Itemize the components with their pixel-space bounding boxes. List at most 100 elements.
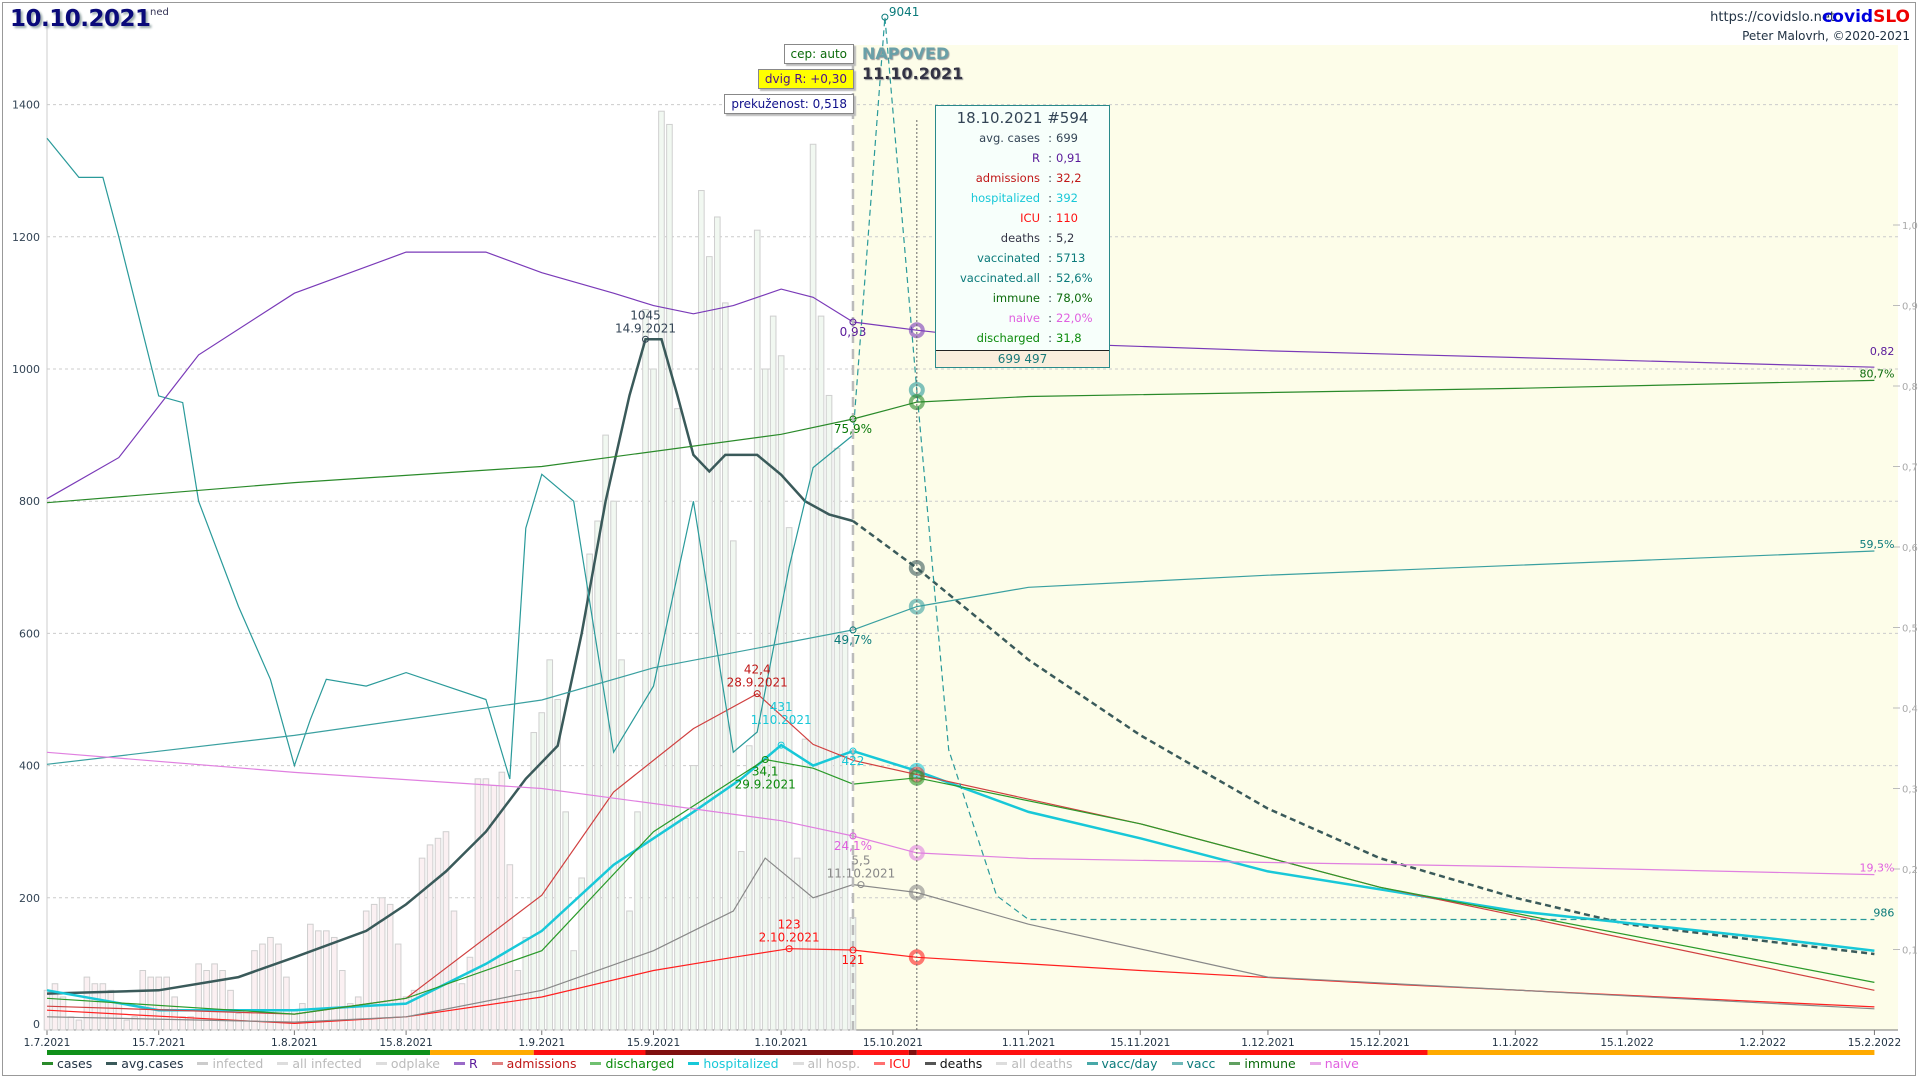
x-tick-label: 1.10.2021 (754, 1037, 807, 1049)
tooltip-key: R (1032, 151, 1040, 165)
tooltip-row: ICU:110 (936, 208, 1109, 228)
right-tick-label: 0,6 (1902, 543, 1918, 554)
legend-item-all-deaths[interactable]: all deaths (996, 1056, 1073, 1071)
tooltip-colon: : (1048, 131, 1052, 145)
legend-swatch (106, 1062, 118, 1065)
prekuzenost-param-box[interactable]: prekuženost: 0,518 (724, 94, 854, 114)
status-segment (645, 1050, 853, 1055)
tooltip-colon: : (1048, 311, 1052, 325)
legend-label: all infected (292, 1056, 362, 1071)
status-segment (1427, 1050, 1875, 1055)
annotation-point (753, 690, 761, 698)
cases-bar (283, 976, 290, 1031)
right-tick-label: 0,2 (1902, 865, 1918, 876)
right-tick-label: 0,7 (1902, 463, 1918, 474)
cases-bar (562, 811, 570, 1031)
legend-item-all-hosp-[interactable]: all hosp. (792, 1056, 860, 1071)
y-tick-label: 1200 (12, 231, 40, 244)
legend-swatch (792, 1062, 804, 1065)
cases-bar (658, 110, 665, 1031)
cases-bar (219, 970, 226, 1031)
annotation-date: 28.9.2021 (727, 676, 788, 690)
cases-bar (682, 817, 689, 1031)
cases-bar (195, 963, 202, 1031)
cases-bar (801, 738, 809, 1031)
cases-bar (626, 910, 633, 1031)
tooltip-value: 699 (1056, 131, 1078, 145)
legend-swatch (1171, 1062, 1183, 1065)
right-tick-label: 0,3 (1902, 785, 1918, 796)
tooltip-colon: : (1048, 291, 1052, 305)
cases-bar (809, 143, 817, 1031)
y-tick-label: 800 (19, 495, 40, 508)
series-icu (46, 948, 854, 1025)
legend-item-odplake[interactable]: odplake (375, 1056, 440, 1071)
tooltip-colon: : (1048, 331, 1052, 345)
legend-item-vacc-day[interactable]: vacc/day (1086, 1056, 1158, 1071)
legend-label: odplake (390, 1056, 440, 1071)
dvig-r-param-box[interactable]: dvig R: +0,30 (757, 69, 854, 89)
annotation-point (761, 756, 769, 764)
legend-item-r[interactable]: R (453, 1056, 478, 1071)
annotation-point (849, 626, 857, 634)
cases-bar (450, 910, 458, 1031)
cases-bar (163, 976, 170, 1031)
x-tick-label: 1.9.2021 (518, 1037, 565, 1049)
tooltip-value: 110 (1056, 211, 1078, 225)
tooltip-key: naive (1008, 311, 1040, 325)
x-tick-label: 1.2.2022 (1739, 1037, 1786, 1049)
x-tick-label: 1.7.2021 (24, 1037, 71, 1049)
cases-bar (706, 256, 713, 1031)
annotation-date: 1.10.2021 (751, 713, 812, 727)
cases-bar (67, 1016, 75, 1031)
legend-item-avg-cases[interactable]: avg.cases (106, 1056, 183, 1071)
cursor-marker-discharged (908, 769, 925, 786)
legend-swatch (1309, 1062, 1321, 1065)
cases-bar (83, 976, 91, 1031)
cases-bar (690, 765, 697, 1031)
annotation-date: 14.9.2021 (615, 321, 676, 335)
cases-bar (434, 837, 442, 1031)
tooltip-key: vaccinated (977, 251, 1040, 265)
cases-bar (466, 956, 474, 1031)
legend-item-naive[interactable]: naive (1309, 1056, 1359, 1071)
cases-bar (370, 903, 378, 1031)
legend-item-discharged[interactable]: discharged (590, 1056, 674, 1071)
cases-bar (833, 447, 841, 1031)
legend-item-all-infected[interactable]: all infected (277, 1056, 362, 1071)
tooltip-key: discharged (976, 331, 1040, 345)
site-url-link[interactable]: https://covidslo.net (1710, 10, 1835, 25)
tooltip-key: vaccinated.all (959, 271, 1040, 285)
end-label: 986 (1873, 907, 1894, 920)
legend-item-deaths[interactable]: deaths (924, 1056, 982, 1071)
cases-bar (498, 771, 506, 1031)
legend-item-infected[interactable]: infected (197, 1056, 263, 1071)
tooltip-value: 52,6% (1056, 271, 1093, 285)
cases-bar (745, 745, 753, 1031)
tooltip-row: hospitalized:392 (936, 188, 1109, 208)
legend-item-icu[interactable]: ICU (874, 1056, 911, 1071)
annotation-date: 2.10.2021 (759, 931, 820, 945)
status-segment (916, 1050, 1428, 1055)
legend-item-cases[interactable]: cases (42, 1056, 92, 1071)
end-label: 59,5% (1859, 538, 1894, 551)
cases-bar (315, 930, 322, 1031)
end-label: 0,82 (1870, 345, 1895, 358)
legend-item-vacc[interactable]: vacc (1171, 1056, 1215, 1071)
forecast-naive (852, 835, 1875, 876)
cep-param-box[interactable]: cep: auto (783, 44, 854, 64)
brand-logo: covidSLO (1822, 7, 1910, 27)
forecast-avg-cases (852, 519, 1875, 956)
cases-bar (410, 989, 418, 1031)
legend-item-admissions[interactable]: admissions (491, 1056, 576, 1071)
y-tick-label: 0 (33, 1018, 40, 1031)
legend-item-hospitalized[interactable]: hospitalized (688, 1056, 779, 1071)
annotation-point (849, 747, 857, 755)
tooltip-row: vaccinated.all:52,6% (936, 268, 1109, 288)
annotation-label: 431 (770, 700, 793, 714)
legend-item-immune[interactable]: immune (1229, 1056, 1296, 1071)
cases-bar (354, 996, 362, 1031)
cases-bar (147, 976, 155, 1031)
data-tooltip: 18.10.2021 #594 avg. cases:699 R:0,91 admi… (935, 105, 1110, 368)
